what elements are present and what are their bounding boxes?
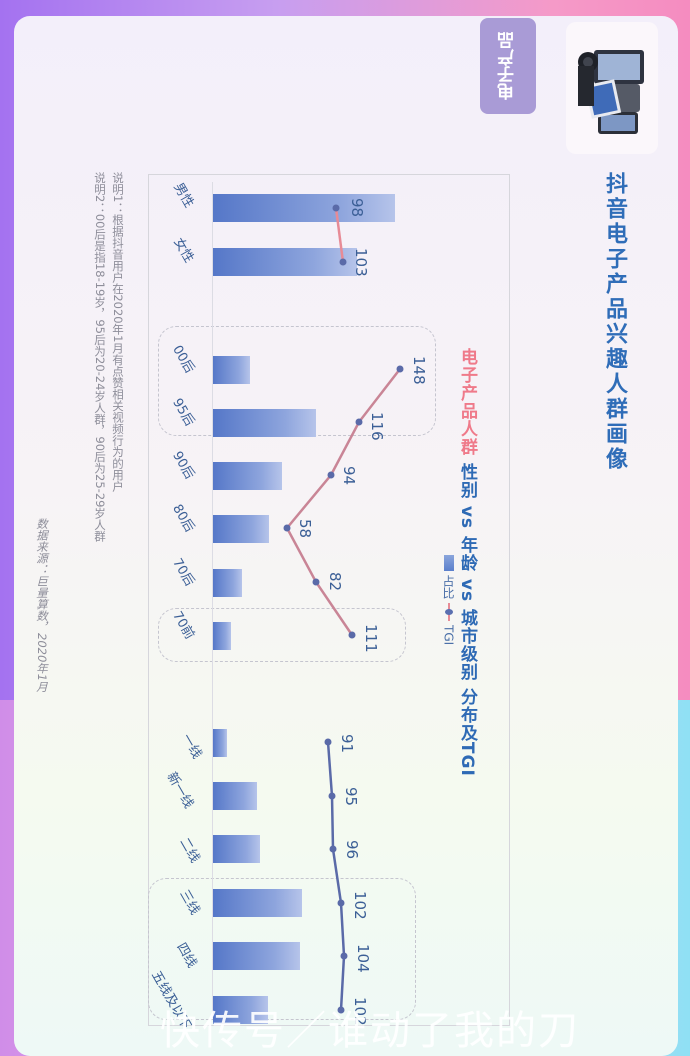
tgi-pre70: 111 [362, 624, 380, 653]
category-badge: 电子产品 [480, 18, 536, 114]
tgi-male: 98 [348, 198, 366, 218]
bar-tier3 [213, 889, 302, 917]
thumbnail [566, 22, 658, 154]
legend-line-label: TGI [441, 625, 456, 646]
category-badge-label: 电子产品 [498, 32, 518, 100]
tgi-new-tier1: 95 [342, 787, 360, 807]
subtitle-highlight: 电子产品人群 [457, 348, 477, 456]
highlight-box-lower-tier [148, 878, 416, 1020]
bar-tier4 [213, 942, 300, 970]
legend-line-swatch-icon [444, 603, 453, 621]
tgi-tier3: 102 [351, 891, 369, 920]
bar-tier5-below [213, 996, 268, 1024]
tgi-00s: 148 [410, 356, 428, 385]
tgi-female: 103 [352, 248, 370, 277]
tgi-70s: 82 [326, 572, 344, 592]
bar-00s [213, 356, 250, 384]
legend-bar-label: 占比 [441, 575, 455, 599]
electronics-collage-icon [578, 50, 644, 134]
bar-tier1 [213, 729, 227, 757]
note-1: 说明1：根据抖音用户在2020年1月有点赞相关视频行为的用户 [111, 172, 125, 492]
bar-new-tier1 [213, 782, 257, 810]
highlight-box-70before [158, 608, 406, 662]
bar-90s [213, 462, 282, 490]
bar-female [213, 248, 357, 276]
tgi-80s: 58 [296, 519, 314, 539]
bar-male [213, 194, 395, 222]
tgi-95s: 116 [368, 412, 386, 441]
subtitle-rest: 性别 vs 年龄 vs 城市级别 分布及TGI [457, 456, 477, 777]
tgi-90s: 94 [340, 466, 358, 486]
page-title: 抖音电子产品兴趣人群画像 [602, 172, 627, 472]
bar-tier2 [213, 835, 260, 863]
bar-70s [213, 569, 242, 597]
bar-95s [213, 409, 316, 437]
chart-subtitle: 电子产品人群 性别 vs 年龄 vs 城市级别 分布及TGI [455, 348, 480, 777]
bar-pre70 [213, 622, 231, 650]
note-2: 说明2：00后是指18-19岁，95后为20-24岁人群，90后为25-29岁人… [93, 172, 107, 542]
bar-80s [213, 515, 269, 543]
category-axis [212, 182, 213, 1018]
tgi-tier2: 96 [343, 840, 361, 860]
tgi-tier4: 104 [354, 944, 372, 973]
chart-legend: 占比 TGI [440, 555, 457, 645]
chart-frame [148, 174, 510, 1026]
watermark: 快传号／谁动了我的刀 [160, 1008, 580, 1054]
legend-bar-swatch-icon [443, 555, 454, 571]
tgi-tier1: 91 [338, 734, 356, 754]
data-source: 数据来源：巨量算数，2020年1月 [35, 518, 49, 693]
